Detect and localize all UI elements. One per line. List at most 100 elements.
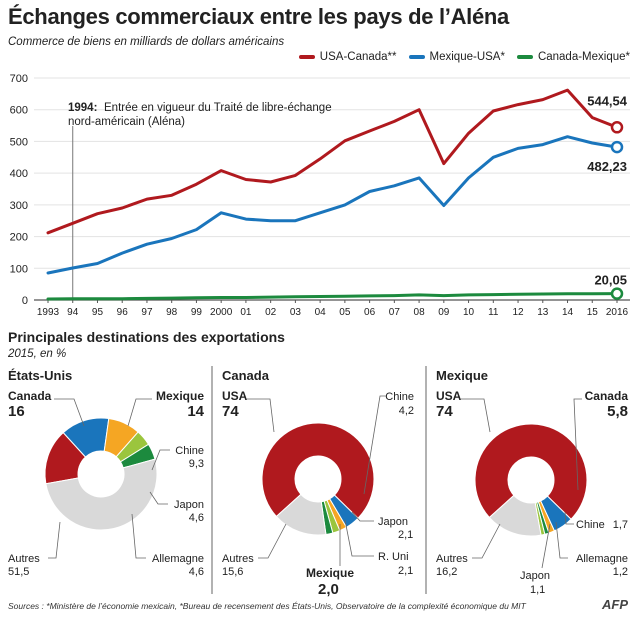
legend-label-usa-canada: USA-Canada** [319,51,397,63]
y-tick-label: 0 [22,295,28,307]
x-tick-label: 99 [191,307,203,318]
legend-item-canada-mexique: Canada-Mexique* [516,51,630,63]
legend-swatch-usa-canada [298,55,315,59]
x-tick-label: 15 [587,307,599,318]
slice-value: 51,5 [8,566,29,578]
y-tick-label: 100 [10,263,28,275]
slice-label: Canada [8,389,52,403]
slice-value: 4,6 [189,512,204,524]
leader-line [472,523,501,559]
legend-label-mexique-usa: Mexique-USA* [429,51,505,63]
donut-slice [474,423,588,520]
x-tick-label: 96 [117,307,129,318]
slice-value: 14 [187,403,204,420]
slice-label: R. Uni [378,551,409,563]
sources-footer: Sources : *Ministère de l’économie mexic… [8,601,526,611]
chart-subtitle: Commerce de biens en milliards de dollar… [8,36,285,48]
leader-line [351,511,374,522]
slice-label: Japon [520,570,550,582]
slice-label: Allemagne [152,553,204,565]
x-tick-label: 02 [265,307,277,318]
donut-charts: États-Unis Canada MexiqueCanada16Mexique14… [8,366,629,598]
slice-value: 16 [8,403,25,420]
slice-label: USA [222,389,248,403]
series-line [46,292,619,301]
donut-slice [45,458,158,531]
slice-value: 1,7 [613,519,628,531]
x-tick-label: 2000 [210,307,233,318]
country-title: États-Unis [8,368,72,383]
country-title: Mexique [436,368,488,383]
slice-value: 74 [436,403,453,420]
x-tick-label: 98 [166,307,178,318]
slice-value: 2,1 [398,529,413,541]
slice-label: Japon [174,499,204,511]
slice-value: 9,3 [189,458,204,470]
x-tick-label: 2016 [606,307,629,318]
x-tick-label: 95 [92,307,104,318]
slice-value: 4,6 [189,566,204,578]
end-value-label: 20,05 [594,273,627,288]
slice-label: Chine [175,445,204,457]
slice-value: 2,0 [318,581,339,598]
slice-value: 15,6 [222,566,243,578]
y-tick-label: 600 [10,105,28,117]
x-tick-label: 94 [67,307,79,318]
slice-label: Mexique [156,389,204,403]
x-tick-label: 1993 [37,307,60,318]
slice-label: USA [436,389,462,403]
legend-swatch-canada-mexique [516,55,533,59]
leader-line [541,523,551,569]
series-line [46,88,619,235]
x-tick-label: 97 [141,307,153,318]
slice-value: 16,2 [436,566,457,578]
afp-logo: AFP [602,597,628,612]
x-tick-label: 03 [290,307,302,318]
x-tick-label: 14 [562,307,574,318]
leader-line [246,398,275,433]
y-tick-label: 700 [10,73,28,85]
slice-label: Canada [585,389,629,403]
leader-line [127,398,152,427]
pies-section-title: Principales destinations des exportation… [8,329,285,345]
series-end-marker [610,140,624,154]
x-tick-label: 01 [240,307,252,318]
slice-label: Allemagne [576,553,628,565]
leader-line [149,491,168,505]
legend-item-mexique-usa: Mexique-USA* [408,51,505,63]
slice-label: Mexique [306,566,354,580]
slice-label: Chine [576,519,605,531]
leader-line [258,523,287,559]
slice-value: 2,1 [398,565,413,577]
y-tick-label: 400 [10,168,28,180]
x-tick-label: 13 [537,307,549,318]
slice-value: 4,2 [399,405,414,417]
slice-value: 1,1 [530,584,545,596]
donut-slice [488,494,542,537]
slice-label: Autres [8,553,40,565]
x-tick-label: 08 [414,307,426,318]
annotation-text: nord-américain (Aléna) [68,116,185,128]
annotation-year: 1994: [68,102,97,114]
x-tick-label: 06 [364,307,376,318]
x-tick-label: 09 [438,307,450,318]
leader-line [564,511,574,525]
leader-line [54,398,85,427]
end-value-label: 482,23 [587,159,627,174]
donut-slice [261,422,375,519]
line-chart: 0 100 200 300 400 500 600 700 1993 94 95 96 97 98 99 20… [10,73,630,318]
x-tick-label: 10 [463,307,475,318]
leader-line [573,398,582,491]
leader-line [48,521,61,559]
slice-value: 74 [222,403,239,420]
series-end-marker [610,287,624,300]
legend: USA-Canada** Mexique-USA* Canada-Mexique… [298,51,630,63]
leader-line [151,449,170,471]
legend-swatch-mexique-usa [408,55,425,59]
y-tick-label: 300 [10,200,28,212]
chart-title: Échanges commerciaux entre les pays de l… [8,4,509,29]
slice-label: Japon [378,516,408,528]
end-value-label: 544,54 [587,93,628,108]
slice-value: 5,8 [607,403,628,420]
legend-label-canada-mexique: Canada-Mexique* [537,51,630,63]
